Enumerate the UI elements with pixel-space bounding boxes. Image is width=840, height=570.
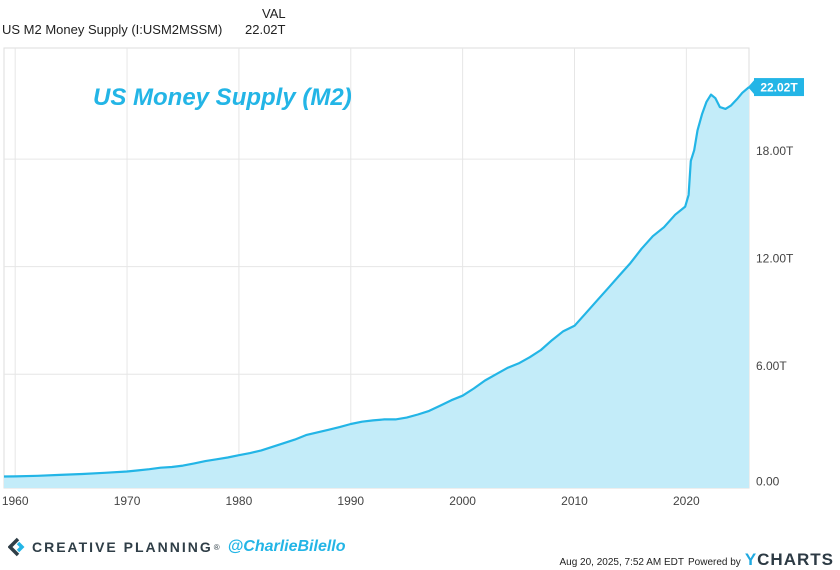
last-value-badge: [754, 78, 804, 97]
x-tick-label: 2020: [673, 494, 700, 508]
ycharts-logo[interactable]: YCHARTS: [745, 550, 834, 570]
x-tick-label: 1980: [226, 494, 253, 508]
money-supply-chart[interactable]: 1960 1970 1980 1990 2000 2010 2020 0.00 6.00T 12.…: [0, 40, 840, 510]
last-value-label: 22.02T: [760, 81, 798, 95]
ycharts-logo-y: Y: [744, 550, 758, 569]
chart-title: US Money Supply (M2): [93, 84, 352, 111]
legend-column-header: VAL: [262, 6, 286, 21]
brand-name: CREATIVE PLANNING: [32, 539, 213, 555]
x-tick-label: 2010: [561, 494, 588, 508]
x-tick-label: 1990: [337, 494, 364, 508]
last-value-pointer: [748, 79, 755, 96]
x-tick-label: 1960: [2, 494, 29, 508]
creative-planning-brand: CREATIVE PLANNING ® @CharlieBilello: [8, 537, 346, 557]
legend-series-name[interactable]: US M2 Money Supply (I:USM2MSSM): [2, 22, 223, 37]
y-tick-label: 18.00T: [756, 144, 794, 158]
y-tick-label: 6.00T: [756, 359, 787, 373]
brand-registered-mark: ®: [213, 542, 220, 552]
creative-planning-logo-icon: [8, 537, 25, 557]
series-area-fill: [4, 87, 749, 488]
footer-date: Aug 20, 2025, 7:52 AM EDT: [559, 557, 684, 568]
ycharts-logo-text: CHARTS: [757, 550, 834, 569]
x-tick-label: 2000: [449, 494, 476, 508]
series-line[interactable]: [3, 86, 750, 478]
y-tick-label: 0.00: [756, 475, 780, 489]
legend-series-value: 22.02T: [245, 22, 286, 37]
author-handle: @CharlieBilello: [227, 538, 346, 555]
y-tick-label: 12.00T: [756, 252, 794, 266]
footer-attribution: Aug 20, 2025, 7:52 AM EDT Powered by YCH…: [559, 550, 834, 570]
x-tick-label: 1970: [114, 494, 141, 508]
powered-by-text: Powered by: [688, 557, 741, 568]
